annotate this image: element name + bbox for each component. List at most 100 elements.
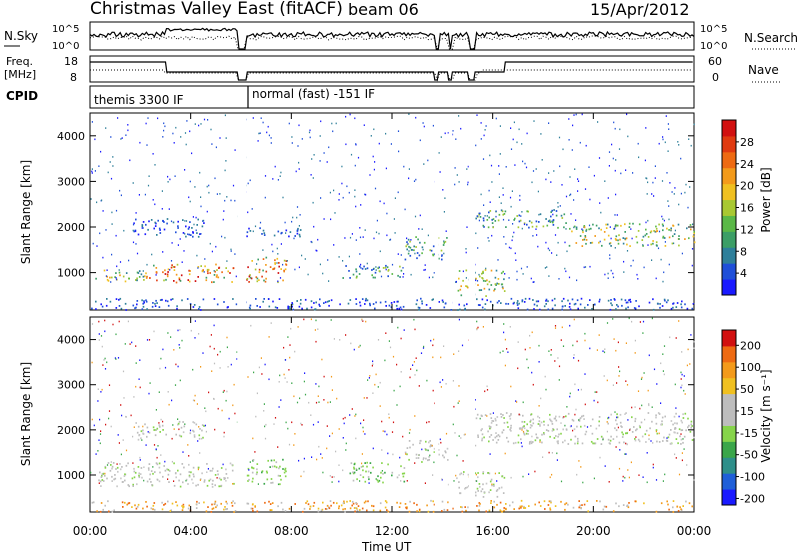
- echo-cell: [234, 412, 236, 415]
- echo-cell: [236, 358, 238, 360]
- echo-cell: [637, 390, 640, 392]
- echo-cell: [385, 268, 387, 271]
- echo-cell: [254, 451, 256, 453]
- echo-cell: [682, 438, 684, 440]
- echo-cell: [256, 468, 258, 471]
- echo-cell: [271, 465, 274, 468]
- echo-cell: [299, 302, 302, 305]
- echo-cell: [399, 306, 402, 309]
- echo-cell: [178, 428, 180, 431]
- echo-cell: [295, 170, 297, 173]
- echo-cell: [402, 276, 404, 278]
- echo-cell: [169, 178, 171, 181]
- echo-cell: [502, 218, 505, 221]
- echo-cell: [400, 480, 402, 482]
- echo-cell: [421, 302, 423, 305]
- echo-cell: [283, 471, 286, 474]
- echo-cell: [502, 429, 505, 431]
- echo-cell: [490, 434, 493, 436]
- echo-cell: [161, 424, 164, 427]
- echo-cell: [362, 430, 364, 433]
- echo-cell: [251, 480, 254, 483]
- echo-cell: [408, 177, 410, 180]
- echo-cell: [403, 273, 405, 275]
- echo-cell: [301, 424, 303, 426]
- echo-cell: [573, 357, 575, 359]
- echo-cell: [280, 399, 282, 401]
- echo-cell: [648, 404, 650, 407]
- echo-cell: [541, 433, 543, 436]
- echo-cell: [132, 241, 135, 244]
- echo-cell: [284, 475, 287, 478]
- echo-cell: [274, 263, 276, 265]
- echo-cell: [483, 204, 485, 206]
- echo-cell: [142, 221, 145, 223]
- echo-cell: [319, 135, 321, 137]
- echo-cell: [91, 168, 93, 170]
- echo-cell: [179, 329, 181, 331]
- echo-cell: [480, 490, 483, 493]
- echo-cell: [676, 422, 678, 425]
- echo-cell: [172, 424, 174, 426]
- echo-cell: [142, 270, 144, 272]
- echo-cell: [505, 508, 507, 511]
- echo-cell: [297, 145, 299, 147]
- freq-label-line1: Freq.: [6, 55, 33, 68]
- echo-cell: [560, 500, 562, 503]
- echo-cell: [215, 146, 217, 149]
- echo-cell: [652, 298, 654, 301]
- echo-cell: [142, 432, 144, 435]
- echo-cell: [258, 132, 260, 135]
- echo-cell: [91, 418, 93, 421]
- echo-cell: [484, 269, 487, 271]
- echo-cell: [213, 281, 215, 283]
- echo-cell: [208, 479, 210, 482]
- echo-cell: [262, 121, 264, 124]
- echo-cell: [268, 305, 271, 308]
- echo-cell: [377, 480, 380, 483]
- echo-cell: [477, 436, 479, 438]
- echo-cell: [525, 166, 528, 169]
- echo-cell: [476, 114, 478, 116]
- echo-cell: [185, 220, 188, 222]
- echo-cell: [209, 242, 211, 245]
- echo-cell: [345, 442, 347, 445]
- echo-cell: [687, 426, 689, 429]
- echo-cell: [154, 225, 157, 227]
- echo-cell: [411, 249, 413, 251]
- echo-cell: [662, 218, 664, 220]
- echo-cell: [410, 273, 412, 276]
- echo-cell: [182, 481, 184, 484]
- echo-cell: [220, 502, 222, 505]
- echo-cell: [569, 194, 571, 197]
- echo-cell: [500, 202, 502, 204]
- echo-cell: [439, 381, 441, 384]
- echo-cell: [439, 438, 441, 441]
- echo-cell: [393, 301, 396, 303]
- echo-cell: [109, 161, 111, 163]
- echo-cell: [208, 184, 210, 187]
- echo-cell: [197, 440, 199, 442]
- echo-cell: [355, 437, 357, 440]
- echo-cell: [377, 386, 379, 388]
- echo-cell: [339, 303, 341, 306]
- echo-cell: [614, 427, 616, 430]
- echo-cell: [637, 142, 639, 145]
- echo-cell: [578, 420, 581, 422]
- echo-cell: [369, 375, 371, 377]
- echo-cell: [501, 210, 504, 213]
- echo-cell: [165, 433, 167, 436]
- echo-cell: [477, 490, 479, 492]
- echo-cell: [502, 414, 504, 416]
- echo-cell: [421, 461, 423, 463]
- echo-cell: [616, 382, 618, 384]
- echo-cell: [189, 130, 191, 133]
- echo-cell: [591, 432, 594, 435]
- echo-cell: [678, 244, 680, 247]
- echo-cell: [520, 499, 523, 502]
- echo-cell: [135, 362, 137, 364]
- echo-cell: [485, 267, 487, 270]
- echo-cell: [495, 210, 497, 213]
- echo-cell: [235, 303, 238, 306]
- echo-cell: [438, 257, 440, 260]
